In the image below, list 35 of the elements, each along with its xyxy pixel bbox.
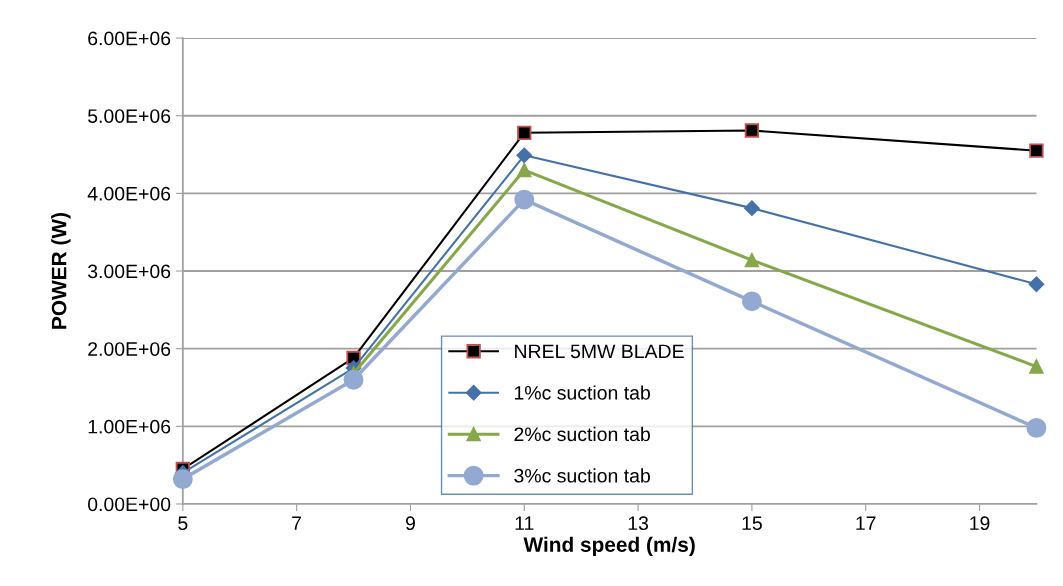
x-tick-label: 19	[970, 516, 990, 531]
point	[517, 125, 532, 140]
point	[1029, 359, 1044, 374]
legend-label: 2%c suction tab	[514, 426, 650, 442]
x-tick-label: 17	[856, 516, 876, 530]
point	[744, 252, 760, 268]
point	[516, 147, 533, 164]
legend-label: 3%c suction tab	[514, 468, 650, 483]
point	[517, 162, 532, 178]
point	[741, 291, 762, 312]
x-tick-label: 9	[405, 516, 415, 531]
x-tick-label: 7	[292, 516, 302, 530]
y-tick-label: 2.00E+06	[88, 342, 171, 356]
x-tick-label: 15	[742, 516, 762, 531]
x-axis-title: Wind speed (m/s)	[523, 536, 695, 557]
y-tick-label: 3.00E+06	[87, 264, 171, 279]
point	[1029, 143, 1044, 158]
point	[744, 123, 760, 138]
x-tick-label: 13	[628, 516, 649, 531]
point	[1028, 276, 1045, 293]
y-tick-label: 1.00E+06	[88, 419, 171, 434]
x-tick-label: 5	[178, 516, 188, 531]
point	[172, 469, 193, 490]
point	[514, 189, 535, 210]
y-axis-title: POWER (W)	[51, 213, 71, 329]
y-tick-label: 6.00E+06	[88, 31, 171, 46]
point	[744, 200, 760, 216]
point	[1026, 417, 1047, 438]
x-tick-label: 11	[515, 516, 534, 530]
legend-label: NREL 5MW BLADE	[515, 344, 684, 359]
y-tick-label: 5.00E+06	[88, 109, 171, 123]
y-tick-label: 0.00E+00	[88, 497, 171, 512]
legend-label: 1%c suction tab	[514, 385, 650, 400]
y-tick-label: 4.00E+06	[87, 186, 171, 201]
point	[343, 369, 364, 390]
